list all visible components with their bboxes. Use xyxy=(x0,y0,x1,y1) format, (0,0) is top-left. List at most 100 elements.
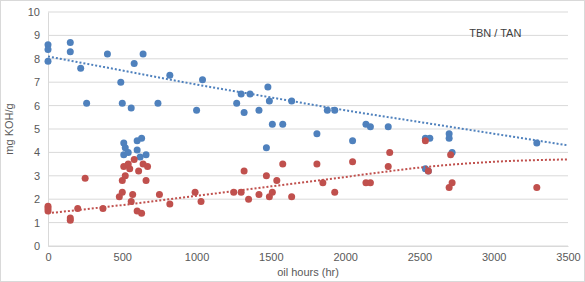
trend-line xyxy=(48,159,568,213)
point xyxy=(241,109,248,116)
point xyxy=(166,72,173,79)
grid-line xyxy=(48,246,568,247)
point xyxy=(193,107,200,114)
point xyxy=(45,46,52,53)
point xyxy=(128,104,135,111)
point xyxy=(77,65,84,72)
tick-label: 2000 xyxy=(333,251,357,263)
point xyxy=(425,168,432,175)
grid-line xyxy=(48,222,568,223)
point xyxy=(269,121,276,128)
point xyxy=(447,151,454,158)
point xyxy=(119,100,126,107)
chart-border xyxy=(1,1,585,282)
point xyxy=(67,217,74,224)
point xyxy=(331,189,338,196)
point xyxy=(386,149,393,156)
point xyxy=(122,172,129,179)
point xyxy=(104,51,111,58)
point xyxy=(45,58,52,65)
point xyxy=(198,198,205,205)
point xyxy=(117,79,124,86)
point xyxy=(67,39,74,46)
plot: 0 500 1000 1500 2000 2500 3000 35000 1 2 3 4 5 6 7 8 9 10 xyxy=(28,6,581,263)
grid-line xyxy=(48,82,568,83)
point xyxy=(269,189,276,196)
point xyxy=(45,205,52,212)
point xyxy=(233,100,240,107)
tick: 3000 xyxy=(482,246,506,263)
point xyxy=(446,135,453,142)
point xyxy=(264,83,271,90)
tick-label: 5 xyxy=(34,123,40,135)
chart: 0 500 1000 1500 2000 2500 3000 35000 1 2 3 4 5 6 7 8 9 10… xyxy=(0,0,585,282)
tick: 9 xyxy=(34,29,48,41)
point xyxy=(143,151,150,158)
point xyxy=(134,147,141,154)
point xyxy=(263,144,270,151)
x-axis-title: oil hours (hr) xyxy=(277,266,339,278)
tick-label: 6 xyxy=(34,100,40,112)
point xyxy=(131,156,138,163)
tick-label: 2 xyxy=(34,193,40,205)
axis-line xyxy=(49,246,569,247)
annotation: TBN / TAN xyxy=(469,27,521,39)
point xyxy=(367,123,374,130)
point xyxy=(140,51,147,58)
tick: 3 xyxy=(34,170,48,182)
tick-label: 3000 xyxy=(482,251,506,263)
point xyxy=(313,130,320,137)
point xyxy=(349,158,356,165)
tick: 4 xyxy=(34,146,48,158)
point xyxy=(119,189,126,196)
grid-line xyxy=(48,105,568,106)
tick: 2500 xyxy=(408,246,432,263)
point xyxy=(266,97,273,104)
tick: 5 xyxy=(34,123,48,135)
point xyxy=(82,175,89,182)
tick: 10 xyxy=(28,6,48,18)
point xyxy=(385,123,392,130)
grid-line xyxy=(48,12,568,13)
tick-label: 3500 xyxy=(556,251,580,263)
grid-line xyxy=(48,58,568,59)
point xyxy=(449,179,456,186)
tick-label: 8 xyxy=(34,53,40,65)
tick: 500 xyxy=(114,246,132,263)
tick-label: 1 xyxy=(34,217,40,229)
x-axis: 0 500 1000 1500 2000 2500 3000 3500 xyxy=(45,246,580,263)
grid xyxy=(48,12,568,246)
trend-line xyxy=(48,56,568,145)
point xyxy=(241,168,248,175)
grid-line xyxy=(48,129,568,130)
point xyxy=(273,177,280,184)
point xyxy=(533,184,540,191)
tick: 6 xyxy=(34,100,48,112)
point xyxy=(67,48,74,55)
point xyxy=(129,191,136,198)
tick-label: 4 xyxy=(34,146,40,158)
tick: 7 xyxy=(34,76,48,88)
point xyxy=(367,179,374,186)
tick: 1 xyxy=(34,217,48,229)
tick: 1500 xyxy=(259,246,283,263)
point xyxy=(138,135,145,142)
tick-label: 500 xyxy=(114,251,132,263)
point xyxy=(143,177,150,184)
tick-label: 3 xyxy=(34,170,40,182)
point xyxy=(279,121,286,128)
point xyxy=(422,137,429,144)
point xyxy=(313,161,320,168)
point xyxy=(255,191,262,198)
point xyxy=(135,168,142,175)
tick-label: 1000 xyxy=(185,251,209,263)
tick-label: 10 xyxy=(28,6,40,18)
tick-label: 2500 xyxy=(408,251,432,263)
point xyxy=(154,100,161,107)
tick-label: 1500 xyxy=(259,251,283,263)
tick-label: 7 xyxy=(34,76,40,88)
tick: 0 xyxy=(45,246,51,263)
point xyxy=(156,191,163,198)
point xyxy=(125,149,132,156)
tick: 2 xyxy=(34,193,48,205)
